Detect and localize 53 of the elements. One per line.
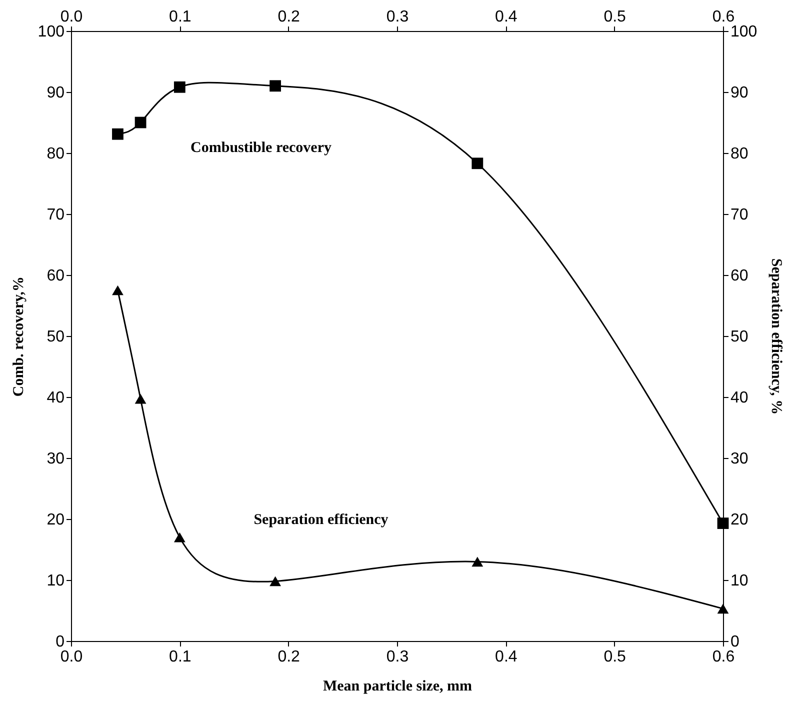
x-tick-label: 0.0 xyxy=(60,8,83,26)
y2-tick-label: 90 xyxy=(730,84,748,102)
point xyxy=(717,518,729,529)
point xyxy=(472,158,484,170)
point xyxy=(174,532,186,542)
x2-tick-label: 0.4 xyxy=(495,648,518,666)
y-tick-label: 70 xyxy=(46,206,65,224)
y-tick-label: 80 xyxy=(46,146,65,162)
point xyxy=(134,116,146,128)
x2-tick-label: 0.1 xyxy=(169,648,192,666)
point xyxy=(472,556,484,567)
x2-tick-label: 0.5 xyxy=(604,648,626,666)
y-axis-title: Comb. recovery,% xyxy=(10,276,27,397)
point xyxy=(270,576,281,586)
x2-tick-label: 0.3 xyxy=(386,648,409,666)
x-tick-label: 0.5 xyxy=(604,8,626,26)
x2-tick-label: 0.0 xyxy=(60,648,83,666)
y2-tick-label: 50 xyxy=(730,328,748,346)
y-tick-label: 30 xyxy=(46,450,65,468)
point xyxy=(112,128,124,140)
point xyxy=(270,80,281,92)
point xyxy=(112,285,124,296)
x2-tick-label: 0.2 xyxy=(278,648,300,666)
point xyxy=(174,81,186,93)
y-tick-label: 90 xyxy=(46,84,65,102)
y2-tick-label: 80 xyxy=(730,146,748,162)
x-tick-label: 0.4 xyxy=(495,8,518,26)
y2-tick-label: 70 xyxy=(730,206,748,224)
y2-tick-label: 10 xyxy=(730,572,748,590)
x-axis-title: Mean particle size, mm xyxy=(322,678,473,694)
y-tick-label: 0 xyxy=(56,634,65,650)
y-tick-label: 50 xyxy=(46,328,65,346)
annotation: Separation efficiency xyxy=(254,512,389,528)
y-tick-label: 100 xyxy=(38,24,65,40)
annotation: Combustible recovery xyxy=(190,140,332,156)
x-tick-label: 0.2 xyxy=(278,8,300,26)
point xyxy=(717,604,729,614)
y2-tick-label: 0 xyxy=(730,634,740,650)
y2-tick-label: 40 xyxy=(730,390,748,406)
x-tick-label: 0.1 xyxy=(169,8,192,26)
y2-axis-title: Separation efficiency, % xyxy=(768,258,784,415)
x2-tick-label: 0.6 xyxy=(712,648,735,666)
y-tick-label: 10 xyxy=(46,572,65,590)
y2-tick-label: 60 xyxy=(730,268,748,284)
y2-tick-label: 100 xyxy=(730,24,758,40)
y2-tick-label: 30 xyxy=(730,450,748,468)
y-tick-label: 40 xyxy=(46,390,65,406)
y-tick-label: 20 xyxy=(46,512,65,528)
y2-tick-label: 20 xyxy=(730,512,748,528)
x-tick-label: 0.3 xyxy=(386,8,409,26)
x-tick-label: 0.6 xyxy=(712,8,735,26)
y-tick-label: 60 xyxy=(46,268,65,284)
point xyxy=(134,394,146,404)
